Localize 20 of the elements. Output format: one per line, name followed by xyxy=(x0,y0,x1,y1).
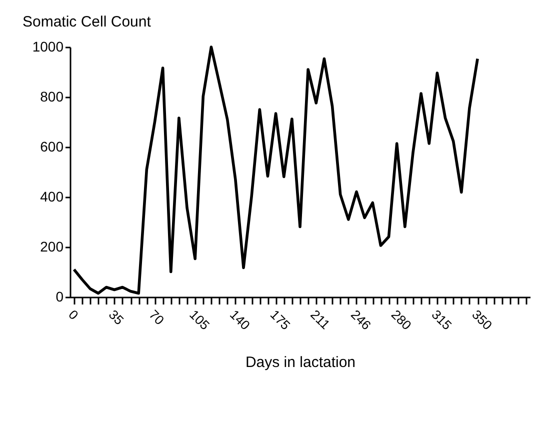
x-tick-label: 211 xyxy=(308,306,333,332)
x-tick-label: 70 xyxy=(146,306,168,328)
y-tick-label: 400 xyxy=(40,188,64,204)
x-tick-label: 140 xyxy=(226,306,253,333)
y-tick-label: 200 xyxy=(40,238,64,254)
y-tick-label: 600 xyxy=(40,138,64,154)
y-tick-label: 800 xyxy=(40,88,64,104)
x-tick-label: 175 xyxy=(267,306,294,333)
x-tick-label: 0 xyxy=(66,306,82,323)
x-tick-label: 35 xyxy=(106,306,127,328)
x-tick-label: 280 xyxy=(388,306,414,333)
line-series xyxy=(72,46,479,295)
y-axis-title: Somatic Cell Count xyxy=(22,14,152,30)
x-axis-title: Days in lactation xyxy=(245,354,356,371)
x-tick-label: 246 xyxy=(348,306,374,333)
x-tick-label: 315 xyxy=(428,306,455,333)
y-tick-label: 1000 xyxy=(32,38,64,54)
x-tick-label: 105 xyxy=(186,306,213,333)
x-tick-label: 350 xyxy=(469,306,496,333)
y-tick-label: 0 xyxy=(56,288,64,304)
